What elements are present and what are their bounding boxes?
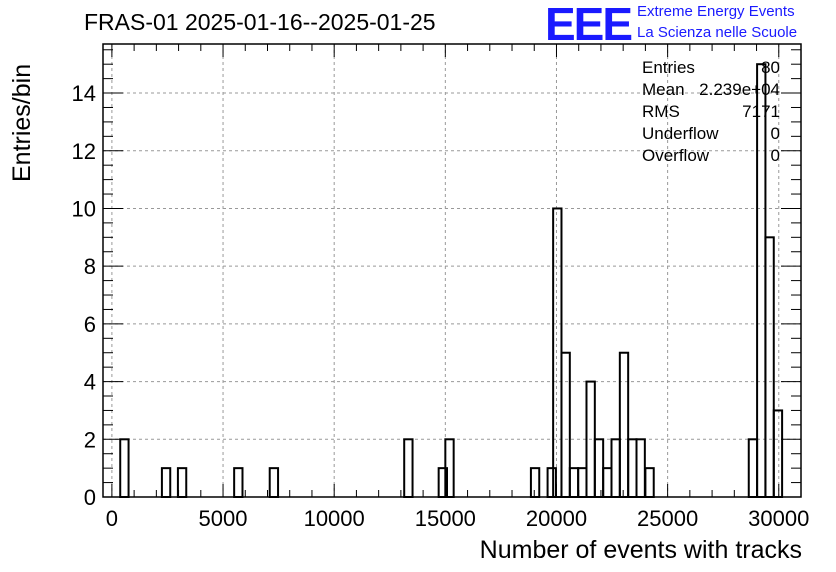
stat-label: Underflow: [642, 124, 719, 143]
histogram-bin: [160, 467, 172, 498]
x-tick-label: 10000: [304, 506, 365, 531]
y-tick-label: 4: [84, 370, 96, 395]
histogram-bin: [635, 438, 646, 499]
x-tick-label: 5000: [199, 506, 248, 531]
histogram-bin: [610, 438, 621, 499]
stat-value: 7171: [742, 102, 780, 121]
stat-label: Mean: [642, 80, 685, 99]
y-tick-label: 10: [72, 196, 96, 221]
histogram-bin: [233, 467, 244, 498]
y-tick-label: 12: [72, 139, 96, 164]
x-axis-label: Number of events with tracks: [479, 536, 802, 564]
y-tick-label: 0: [84, 485, 96, 510]
histogram-bin: [644, 467, 655, 498]
histogram-bin: [577, 467, 588, 498]
brand-line-1: Extreme Energy Events: [637, 3, 795, 20]
histogram-bin: [529, 467, 541, 498]
histogram-bin: [444, 438, 455, 499]
histogram-bin: [747, 438, 759, 499]
histogram-bin: [618, 351, 630, 498]
x-tick-label: 0: [106, 506, 118, 531]
histogram-bin: [568, 467, 580, 498]
histogram-bin: [627, 438, 638, 499]
x-tick-label: 20000: [526, 506, 587, 531]
x-tick-label: 15000: [415, 506, 476, 531]
stat-label: Entries: [642, 58, 695, 77]
stat-row-underflow: Underflow 0: [642, 124, 780, 146]
eee-logo: EEE: [545, 0, 633, 44]
logo-text: EEE: [545, 0, 631, 44]
stat-value: 80: [761, 58, 780, 77]
y-tick-label: 8: [84, 254, 96, 279]
stat-row-rms: RMS 7171: [642, 102, 780, 124]
x-tick-label: 25000: [637, 506, 698, 531]
histogram-bin: [546, 467, 557, 498]
stat-row-entries: Entries 80: [642, 58, 780, 80]
histogram-bin: [764, 236, 775, 498]
stat-value: 0: [770, 146, 780, 165]
stat-label: Overflow: [642, 146, 710, 165]
histogram-bin: [602, 467, 613, 498]
histogram-bin: [552, 207, 563, 498]
brand-line-2: La Scienza nelle Scuole: [637, 24, 798, 41]
stat-label: RMS: [642, 102, 680, 121]
histogram-bin: [119, 438, 130, 499]
stat-value: 0: [770, 124, 780, 143]
y-tick-label: 6: [84, 312, 96, 337]
histogram-bin: [560, 351, 571, 498]
stat-value: 2.239e+04: [699, 80, 780, 99]
y-axis-label: Entries/bin: [8, 63, 36, 182]
stat-row-overflow: Overflow 0: [642, 146, 780, 168]
stats-box: Entries 80 Mean 2.239e+04 RMS 7171 Under…: [642, 58, 780, 168]
y-tick-label: 2: [84, 427, 96, 452]
stat-row-mean: Mean 2.239e+04: [642, 80, 780, 102]
histogram-bin: [593, 438, 605, 499]
y-tick-label: 14: [72, 81, 96, 106]
histogram-bin: [403, 438, 414, 499]
plot-title: FRAS-01 2025-01-16--2025-01-25: [84, 9, 436, 35]
histogram-bin: [437, 467, 448, 498]
histogram-bin: [772, 409, 784, 498]
histogram-bin: [268, 467, 280, 498]
histogram-bin: [176, 467, 188, 498]
x-tick-label: 30000: [748, 506, 809, 531]
